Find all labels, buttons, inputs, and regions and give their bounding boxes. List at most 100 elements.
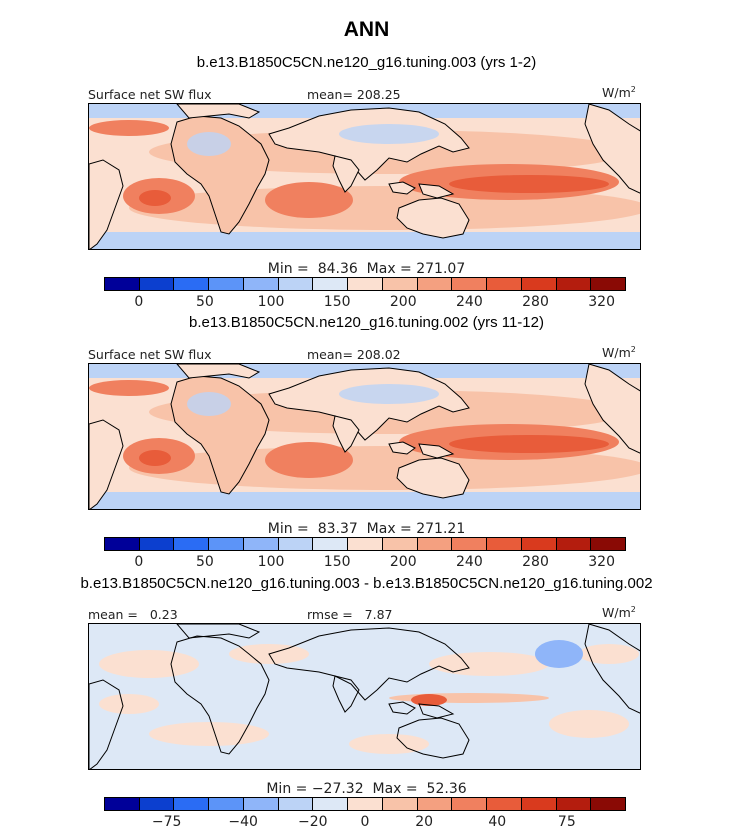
panel-1-colorbar-ticks: 0 50 100 150 200 240 280 320 <box>104 294 626 312</box>
colorbar-swatch <box>487 798 522 810</box>
colorbar-swatch <box>313 278 349 290</box>
colorbar-tick-label: 240 <box>456 554 483 570</box>
colorbar-swatch <box>417 538 453 550</box>
colorbar-tick-label: −20 <box>298 814 328 830</box>
positive-diff-region <box>99 650 199 678</box>
colorbar-tick-label: 100 <box>257 554 285 570</box>
coastline <box>268 627 470 701</box>
colorbar-swatch <box>556 798 592 810</box>
panel-1-min-max: Min = 84.36 Max = 271.07 <box>267 261 466 277</box>
indian-ocean-high <box>265 442 353 478</box>
colorbar-swatch <box>348 278 383 290</box>
asia-low <box>339 124 439 144</box>
panel-2-mean-label: mean= 208.02 <box>307 347 401 362</box>
colorbar-tick-label: 320 <box>588 554 615 570</box>
panel-3-units: W/m2 <box>602 605 636 620</box>
colorbar-tick-label: 40 <box>488 814 507 830</box>
colorbar-tick-label: 75 <box>557 814 576 830</box>
coastline <box>332 675 360 713</box>
indian-ocean-high <box>265 182 353 218</box>
coastline <box>388 701 416 715</box>
panel-1-variable-label: Surface net SW flux <box>88 87 212 102</box>
colorbar-swatch <box>243 278 279 290</box>
panel-2-title: b.e13.B1850C5CN.ne120_g16.tuning.002 (yr… <box>189 314 544 331</box>
colorbar-swatch <box>209 278 244 290</box>
panel-1-mean-label: mean= 208.25 <box>307 87 401 102</box>
colorbar-tick-label: −40 <box>228 814 258 830</box>
colorbar-swatch <box>243 798 279 810</box>
colorbar-swatch <box>556 538 592 550</box>
panel-2-map <box>88 363 641 510</box>
positive-diff-region <box>349 734 429 754</box>
coastline <box>176 104 261 119</box>
africa-low <box>187 132 231 156</box>
colorbar-swatch <box>209 538 244 550</box>
colorbar-swatch <box>278 538 314 550</box>
coastline <box>584 104 640 194</box>
colorbar-swatch <box>209 798 244 810</box>
panel-3-rmse-label: rmse = 7.87 <box>307 607 393 622</box>
positive-diff-region <box>149 722 269 746</box>
asia-low <box>339 384 439 404</box>
colorbar-tick-label: 150 <box>323 554 351 570</box>
colorbar-swatch <box>139 798 175 810</box>
panel-2-variable-label: Surface net SW flux <box>88 347 212 362</box>
panel-3-colorbar <box>104 797 626 811</box>
colorbar-swatch <box>417 278 453 290</box>
colorbar-swatch <box>487 278 522 290</box>
coastline <box>388 441 416 455</box>
coastline <box>584 364 640 454</box>
colorbar-tick-label: −75 <box>151 814 182 830</box>
coastline <box>418 703 455 719</box>
coastline <box>89 159 124 249</box>
colorbar-tick-label: 240 <box>456 294 483 310</box>
panel-3-title: b.e13.B1850C5CN.ne120_g16.tuning.003 - b… <box>80 575 653 592</box>
colorbar-swatch <box>313 538 349 550</box>
north-atlantic-band <box>89 380 169 396</box>
positive-diff-region <box>579 644 639 664</box>
pacific-peak-band <box>449 175 609 193</box>
north-atlantic-band <box>89 120 169 136</box>
panel-1-map <box>88 103 641 250</box>
coastline <box>396 457 470 499</box>
colorbar-swatch <box>105 798 140 810</box>
coastline <box>332 155 360 193</box>
panel-2-colorbar-ticks: 0 50 100 150 200 240 280 320 <box>104 554 626 572</box>
colorbar-tick-label: 0 <box>360 814 370 830</box>
colorbar-swatch <box>139 278 175 290</box>
colorbar-swatch <box>417 798 453 810</box>
coastline <box>418 443 455 459</box>
positive-diff-region <box>99 694 159 714</box>
coastline <box>89 679 124 769</box>
colorbar-swatch <box>591 278 626 290</box>
colorbar-swatch <box>521 278 557 290</box>
colorbar-tick-label: 320 <box>588 294 615 310</box>
colorbar-swatch <box>278 278 314 290</box>
south-polar-band <box>89 492 640 509</box>
atlantic-peak <box>139 190 171 206</box>
colorbar-tick-label: 150 <box>323 294 351 310</box>
colorbar-swatch <box>521 798 557 810</box>
colorbar-swatch <box>174 798 210 810</box>
panel-2-units: W/m2 <box>602 345 636 360</box>
colorbar-swatch <box>382 798 418 810</box>
colorbar-swatch <box>591 538 626 550</box>
panel-3-min-max: Min = −27.32 Max = 52.36 <box>266 781 467 797</box>
colorbar-swatch <box>556 278 592 290</box>
colorbar-tick-label: 0 <box>134 554 144 570</box>
colorbar-swatch <box>313 798 349 810</box>
panel-3-map <box>88 623 641 770</box>
colorbar-swatch <box>348 798 383 810</box>
panel-1-colorbar <box>104 277 626 291</box>
colorbar-swatch <box>382 278 418 290</box>
coastline <box>176 364 261 379</box>
coastline <box>89 419 124 509</box>
colorbar-swatch <box>452 278 488 290</box>
colorbar-tick-label: 50 <box>195 554 214 570</box>
colorbar-tick-label: 50 <box>195 294 214 310</box>
colorbar-tick-label: 20 <box>415 814 434 830</box>
panel-3-mean-label: mean = 0.23 <box>88 607 178 622</box>
colorbar-swatch <box>243 538 279 550</box>
coastline <box>396 717 470 759</box>
colorbar-tick-label: 200 <box>389 554 417 570</box>
